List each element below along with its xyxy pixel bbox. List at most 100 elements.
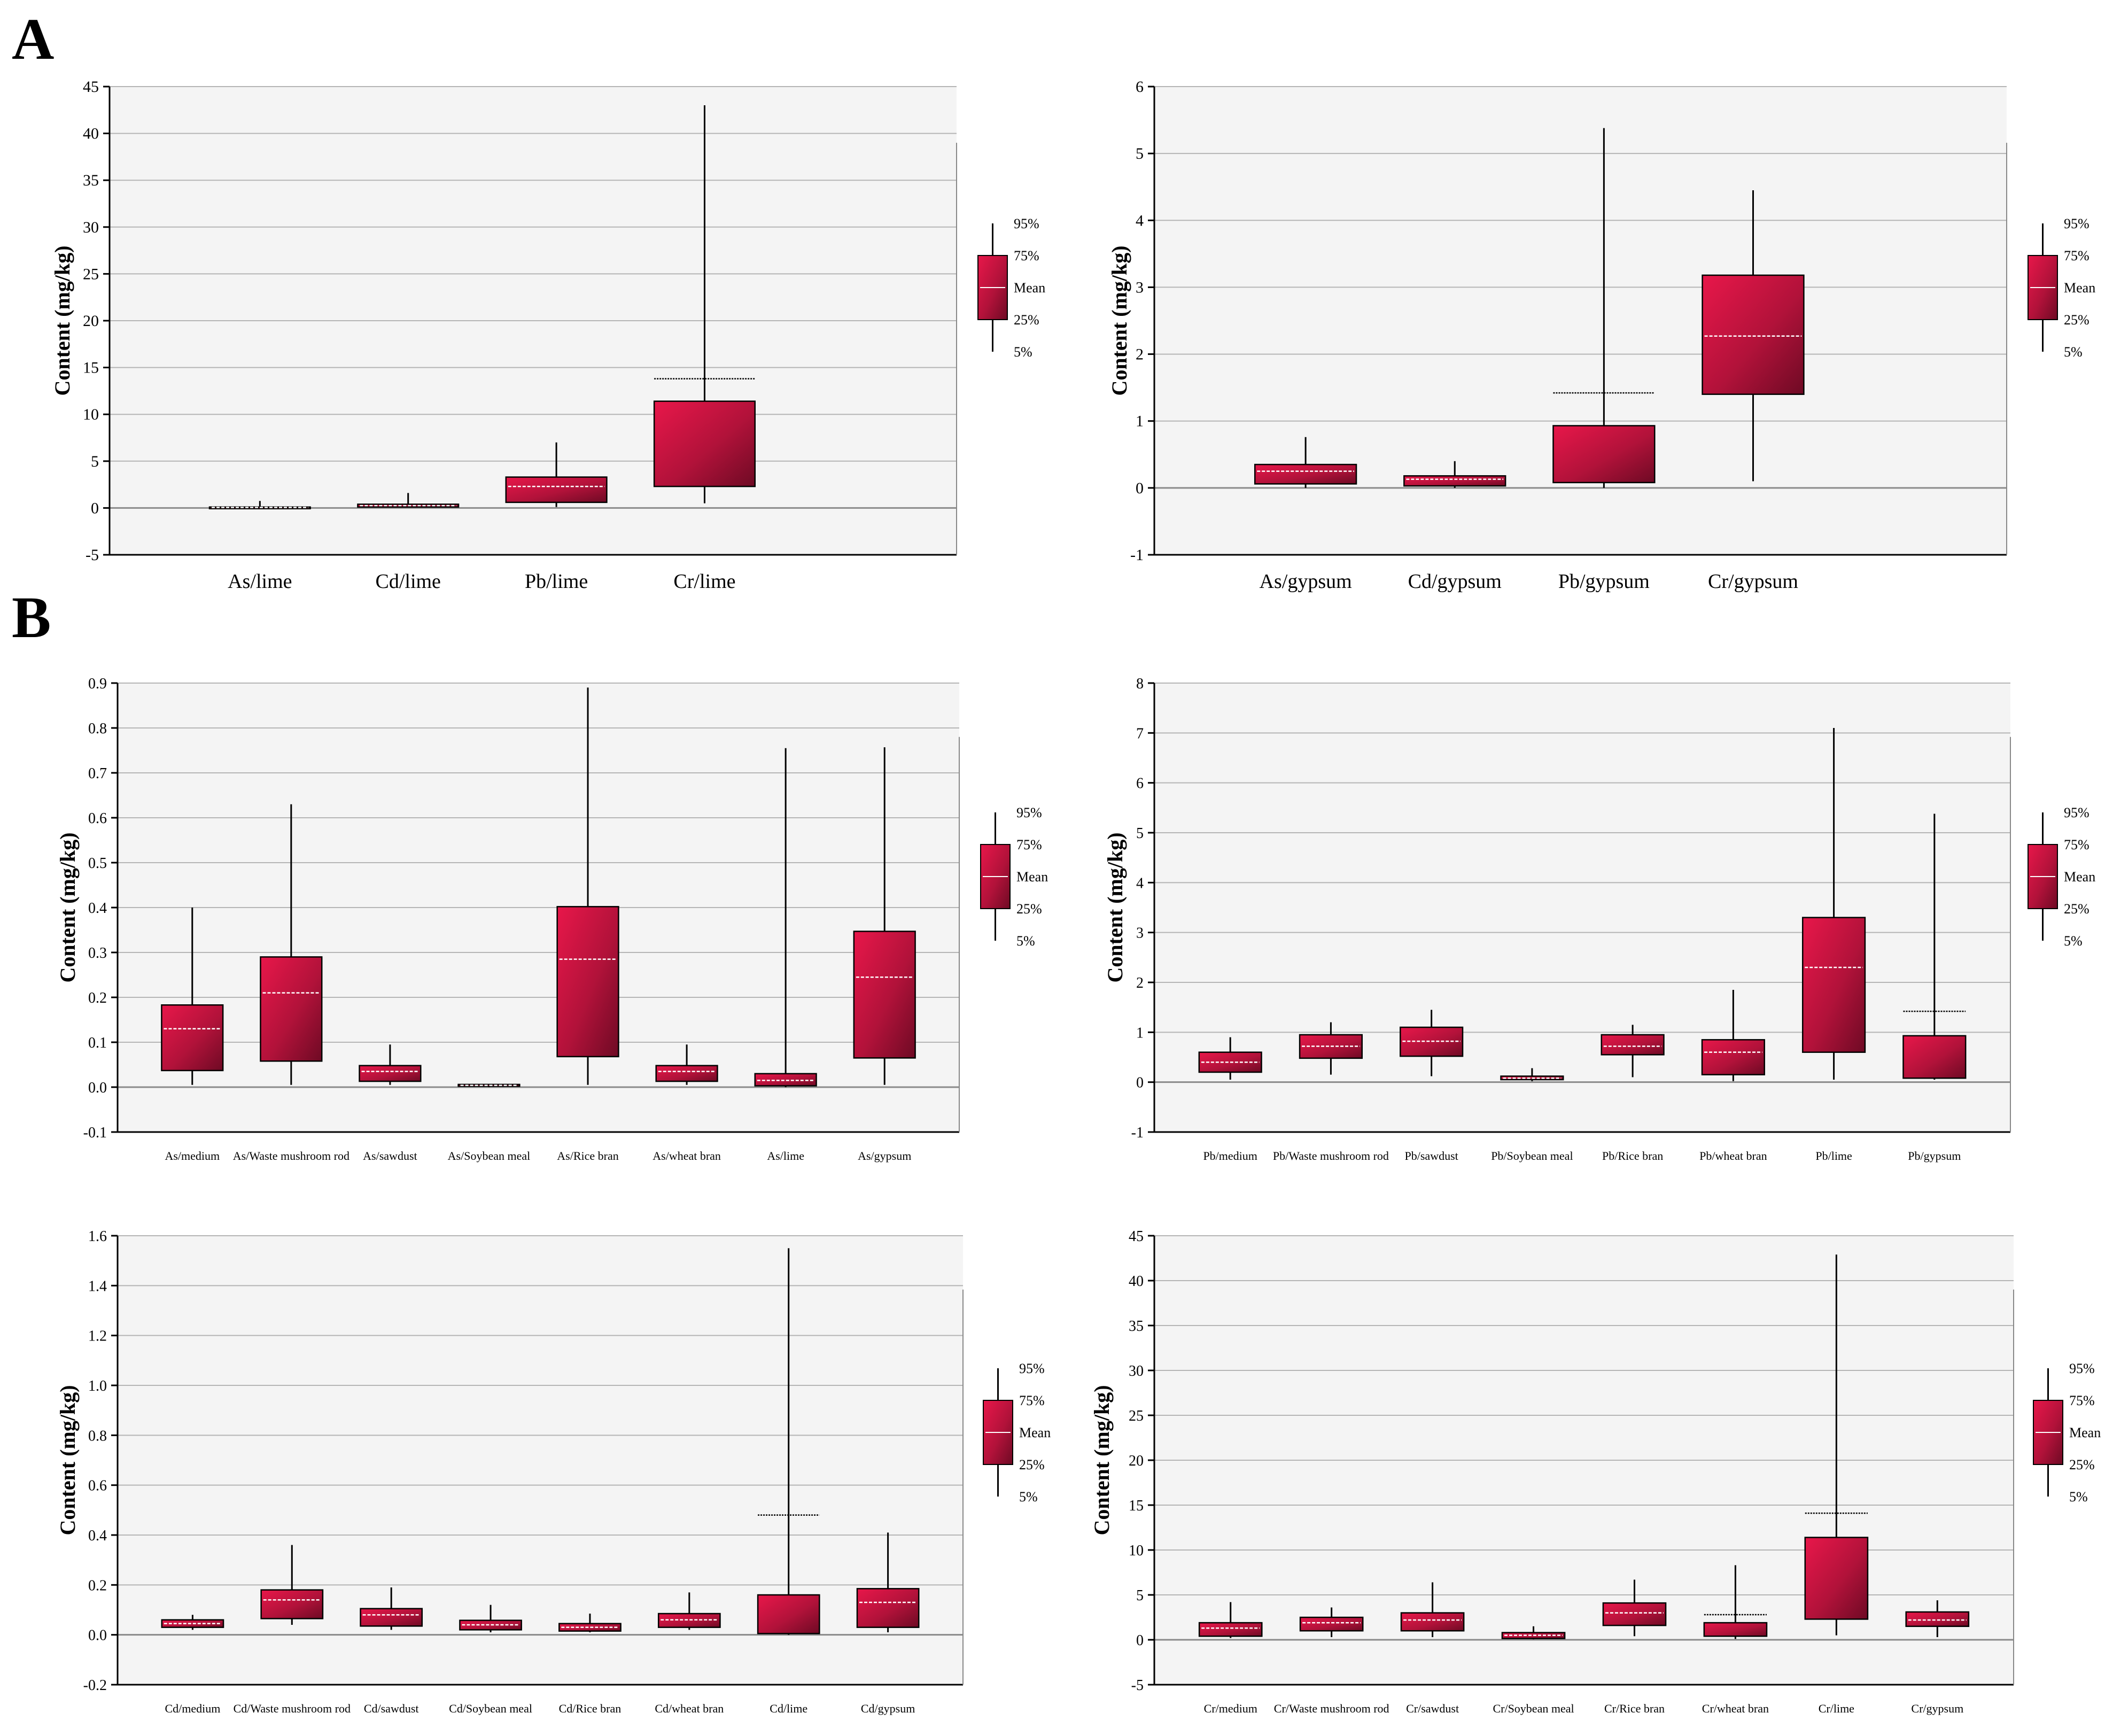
box-body xyxy=(1403,475,1506,487)
box-2 xyxy=(260,804,323,1085)
y-tick-label: 3 xyxy=(1136,925,1144,942)
box-body xyxy=(657,1613,721,1628)
x-category-label: As/wheat bran xyxy=(653,1149,721,1162)
box-4 xyxy=(457,1083,521,1087)
y-tick-label: 3 xyxy=(1136,278,1144,296)
x-category-label: Cd/Soybean meal xyxy=(449,1702,532,1715)
box-body xyxy=(655,1065,718,1082)
box-2 xyxy=(1299,1022,1363,1075)
box-3 xyxy=(1400,1010,1464,1076)
legend-label: Mean xyxy=(1016,869,1048,885)
legend-label: 75% xyxy=(2069,1393,2095,1408)
legend-label: 75% xyxy=(2064,248,2090,264)
box-4 xyxy=(459,1605,522,1632)
box-1 xyxy=(1254,437,1357,488)
box-8 xyxy=(1905,1600,1970,1637)
y-tick-label: 10 xyxy=(1129,1543,1144,1559)
chart-a-right: -1 0 1 2 3 4 5 6 Content (mg/kg) As/gypsum Cd/gyps… xyxy=(1107,78,2095,593)
x-category-label: Cd/Waste mushroom rod xyxy=(234,1702,351,1715)
x-category-label: Pb/gypsum xyxy=(1558,570,1650,593)
box-body xyxy=(1601,1034,1665,1056)
box-5 xyxy=(556,687,619,1085)
box-body xyxy=(1701,1039,1765,1075)
box-1 xyxy=(1198,1037,1262,1080)
y-tick-label: 1.6 xyxy=(88,1228,107,1245)
y-tick-label: 15 xyxy=(1129,1498,1144,1514)
y-tick-label: 0 xyxy=(1136,1632,1144,1649)
y-tick-label: 30 xyxy=(1129,1363,1144,1380)
box-body xyxy=(161,1004,224,1072)
legend-label: 5% xyxy=(2064,933,2083,949)
box-1 xyxy=(1198,1602,1263,1638)
y-tick-label: 1.2 xyxy=(88,1328,107,1345)
legend-label: 95% xyxy=(1019,1361,1045,1376)
box-4 xyxy=(1500,1068,1564,1081)
y-tick-label: 0.6 xyxy=(88,810,107,827)
box-1 xyxy=(161,1615,224,1630)
box-body xyxy=(558,1623,622,1632)
legend-label: 25% xyxy=(1016,901,1042,917)
x-category-label: As/Waste mushroom rod xyxy=(233,1149,349,1162)
box-body xyxy=(1902,1035,1967,1079)
y-tick-label: 10 xyxy=(83,406,99,423)
box-body xyxy=(757,1594,820,1634)
box-body xyxy=(1254,463,1357,485)
x-category-label: Cd/gypsum xyxy=(1408,570,1502,593)
legend-label: 75% xyxy=(1014,248,1039,264)
x-category-label: As/gypsum xyxy=(1260,570,1352,593)
x-category-label: Pb/lime xyxy=(1815,1149,1852,1162)
panel-label-b: B xyxy=(12,585,51,650)
box-body xyxy=(1400,1612,1465,1632)
box-body xyxy=(1702,274,1805,395)
x-category-label: Cd/medium xyxy=(165,1702,220,1715)
y-tick-label: 0.0 xyxy=(88,1627,107,1644)
y-tick-label: 7 xyxy=(1136,725,1144,742)
x-category-label: Pb/Soybean meal xyxy=(1491,1149,1573,1162)
legend-label: 5% xyxy=(1016,933,1035,949)
box-2 xyxy=(357,493,460,508)
box-3 xyxy=(1400,1582,1465,1637)
box-body xyxy=(1552,425,1656,484)
x-category-label: Pb/lime xyxy=(525,570,588,593)
box-6 xyxy=(1701,990,1765,1081)
y-tick-label: 0.8 xyxy=(88,720,107,737)
legend: 95% 75% Mean 25% 5% xyxy=(2028,805,2095,949)
box-body xyxy=(260,1589,324,1619)
y-tick-label: 20 xyxy=(83,312,99,330)
box-8 xyxy=(1902,813,1967,1080)
y-tick-label: 0.0 xyxy=(88,1080,107,1096)
legend-label: 75% xyxy=(1019,1393,1045,1408)
y-axis-title: Content (mg/kg) xyxy=(1107,245,1131,396)
legend-label: Mean xyxy=(1014,280,1045,296)
legend-label: 25% xyxy=(2069,1457,2095,1472)
x-category-label: Pb/sawdust xyxy=(1405,1149,1458,1162)
y-tick-label: 45 xyxy=(1129,1228,1144,1245)
box-8 xyxy=(853,747,916,1085)
legend-label: 25% xyxy=(2064,312,2090,328)
y-tick-label: 0.3 xyxy=(88,945,107,962)
y-tick-label: 0.4 xyxy=(88,900,107,917)
x-category-label: Cr/gypsum xyxy=(1708,570,1798,593)
y-tick-label: -0.1 xyxy=(83,1125,107,1141)
box-body xyxy=(556,906,619,1058)
box-8 xyxy=(856,1532,920,1632)
box-body xyxy=(853,931,916,1059)
y-tick-label: 30 xyxy=(83,219,99,236)
box-body xyxy=(459,1619,522,1631)
y-tick-label: -0.2 xyxy=(83,1677,107,1694)
x-category-label: Cd/lime xyxy=(375,570,440,593)
chart-b-cr: -5 0 5 10 15 20 25 30 35 40 45 Content (mg/kg) Cr/me… xyxy=(1090,1228,2101,1715)
y-tick-label: 5 xyxy=(1136,825,1144,842)
panel-label-a: A xyxy=(12,6,55,72)
box-body xyxy=(161,1619,224,1628)
y-tick-label: -5 xyxy=(86,546,99,564)
legend-label: 75% xyxy=(1016,837,1042,852)
box-7 xyxy=(1801,728,1866,1080)
box-2 xyxy=(1299,1607,1364,1637)
x-category-label: As/lime xyxy=(767,1149,804,1162)
legend: 95% 75% Mean 25% 5% xyxy=(980,805,1048,949)
x-category-label: Pb/medium xyxy=(1203,1149,1257,1162)
y-tick-label: 5 xyxy=(1136,145,1144,162)
legend-label: Mean xyxy=(1019,1425,1051,1440)
